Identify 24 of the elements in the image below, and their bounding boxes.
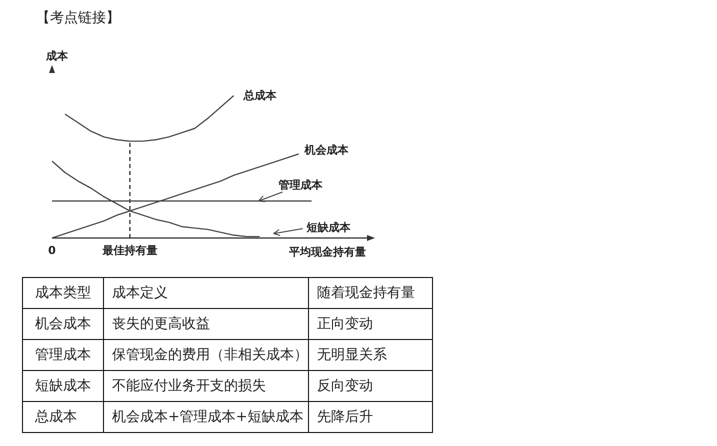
category-label: 成本类型 xyxy=(22,278,104,308)
category-label: 管理成本 xyxy=(35,347,91,363)
category-label: 短缺成本 xyxy=(35,378,91,394)
text: 保管现金的费用（非相关成本） xyxy=(112,347,308,363)
text: 正向变动 xyxy=(317,316,373,332)
category-label: 机会成本 xyxy=(35,316,91,332)
series-label: 总成本 xyxy=(242,89,278,102)
x-axis-title: 平均现金持有量 xyxy=(288,246,366,258)
series-label: 管理成本 xyxy=(278,178,324,192)
chart-title: 【考点链接】 xyxy=(36,9,120,27)
x-tick-label: 最佳持有量 xyxy=(101,244,158,257)
y-axis-title: 成本 xyxy=(45,50,69,62)
text: 先降后升 xyxy=(317,409,373,425)
category-label: 随着现金持有量 xyxy=(308,278,432,308)
text: 丧失的更高收益 xyxy=(112,316,210,332)
text: 机会成本+管理成本+短缺成本 xyxy=(112,409,304,425)
category-label: 成本定义 xyxy=(104,278,308,308)
text: 不能应付业务开支的损失 xyxy=(112,378,266,394)
legend-label: 短缺成本 xyxy=(306,221,352,234)
text: 无明显关系 xyxy=(317,347,387,363)
text: 反向变动 xyxy=(317,378,373,394)
x-tick-label: 0 xyxy=(48,244,56,257)
category-label: 总成本 xyxy=(35,409,77,425)
series-label: 机会成本 xyxy=(304,144,350,156)
